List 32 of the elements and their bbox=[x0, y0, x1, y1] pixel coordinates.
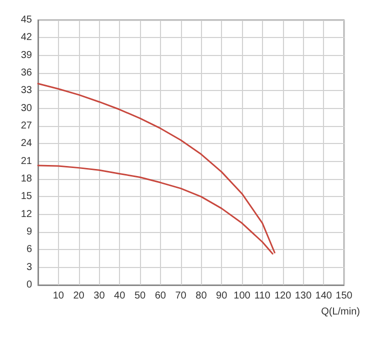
x-tick-label: 120 bbox=[274, 290, 292, 302]
y-tick-label: 39 bbox=[20, 50, 32, 61]
x-tick-label: 30 bbox=[94, 290, 106, 302]
y-tick-label: 21 bbox=[20, 156, 32, 167]
x-tick-label: 110 bbox=[254, 290, 271, 302]
x-tick-label: 50 bbox=[134, 290, 146, 302]
x-tick-label: 130 bbox=[294, 290, 312, 302]
x-tick-label: 60 bbox=[154, 290, 166, 302]
y-tick-label: 30 bbox=[20, 102, 32, 114]
x-tick-label: 70 bbox=[175, 290, 187, 302]
x-tick-label: 100 bbox=[234, 290, 251, 302]
y-tick-label: 12 bbox=[20, 208, 32, 220]
y-tick-label: 18 bbox=[20, 174, 32, 184]
x-tick-label: 10 bbox=[52, 290, 64, 302]
x-tick-label: 140 bbox=[315, 290, 332, 302]
y-tick-label: 45 bbox=[20, 14, 32, 26]
x-tick-label: 20 bbox=[73, 290, 85, 302]
x-axis-title: Q(L/min) bbox=[321, 306, 360, 318]
y-tick-label: 27 bbox=[20, 120, 32, 132]
y-tick-label: 24 bbox=[20, 138, 32, 150]
y-tick-label: 3 bbox=[26, 262, 32, 273]
y-tick-label: 0 bbox=[26, 280, 32, 290]
y-tick-label: 42 bbox=[20, 32, 32, 44]
y-tick-label: 6 bbox=[26, 244, 32, 256]
y-tick-label: 15 bbox=[20, 191, 32, 202]
x-tick-label: 90 bbox=[216, 290, 228, 302]
y-tick-label: 33 bbox=[20, 85, 32, 96]
y-tick-label: 36 bbox=[20, 68, 32, 78]
y-tick-label: 9 bbox=[26, 226, 32, 238]
x-tick-label: 150 bbox=[336, 290, 353, 302]
x-tick-label: 40 bbox=[114, 290, 126, 302]
x-tick-label: 80 bbox=[196, 290, 208, 302]
